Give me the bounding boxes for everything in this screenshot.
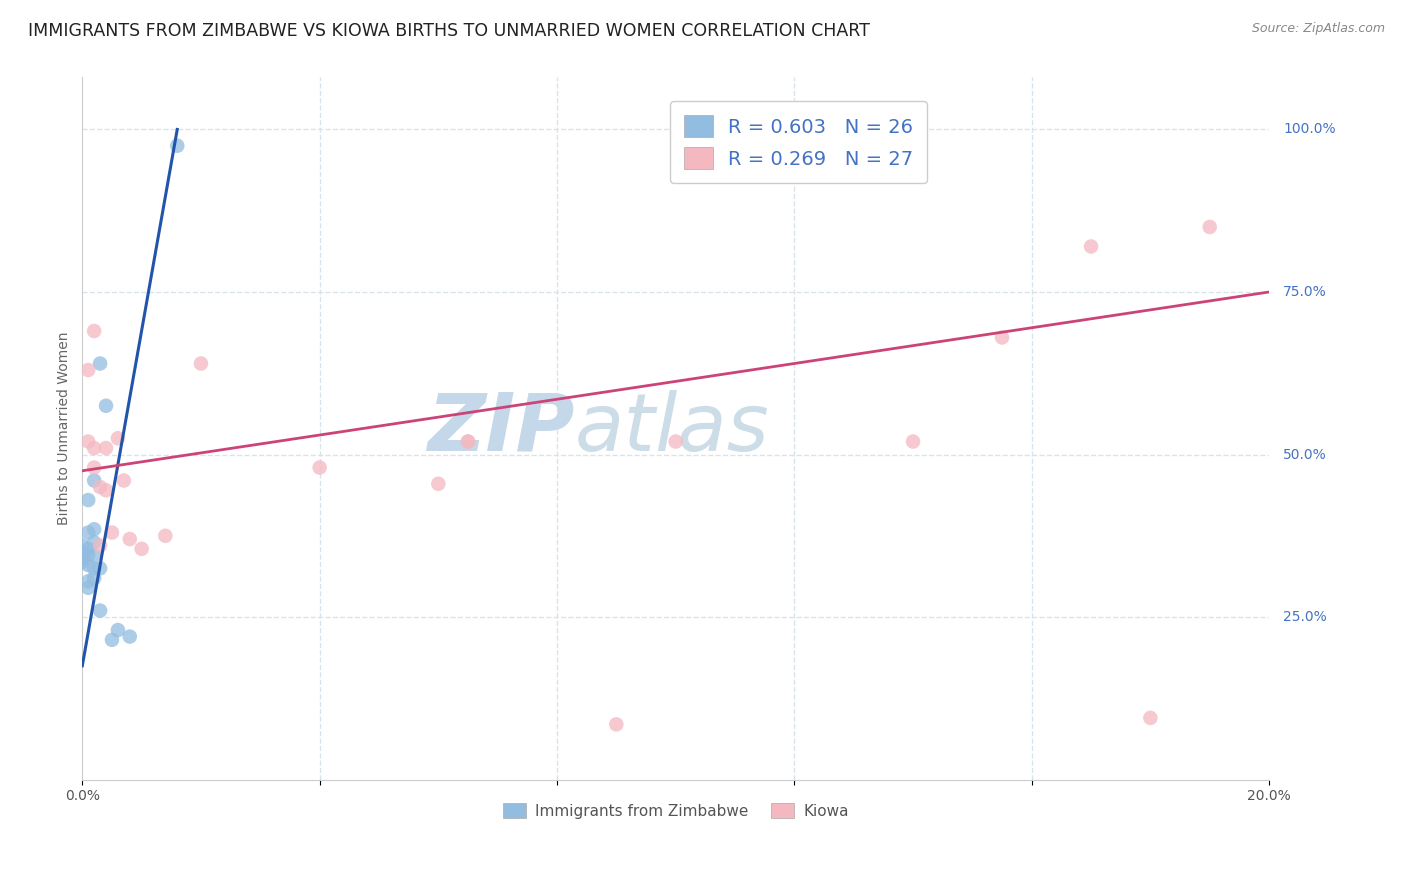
Point <box>77 549 100 563</box>
Point <box>991 330 1014 344</box>
Point <box>72 551 94 566</box>
Point <box>107 431 129 445</box>
Text: 100.0%: 100.0% <box>1284 122 1336 136</box>
Point <box>665 434 688 449</box>
Point <box>77 525 100 540</box>
Point <box>83 324 105 338</box>
Point <box>166 138 188 153</box>
Point <box>107 623 129 637</box>
Point <box>72 555 94 569</box>
Point <box>605 717 627 731</box>
Point <box>112 474 135 488</box>
Point <box>1198 219 1220 234</box>
Point <box>72 539 94 553</box>
Text: 25.0%: 25.0% <box>1284 610 1327 624</box>
Point <box>83 535 105 549</box>
Point <box>83 474 105 488</box>
Point <box>101 525 124 540</box>
Point <box>94 399 117 413</box>
Point <box>77 558 100 572</box>
Point <box>77 434 100 449</box>
Point <box>83 441 105 455</box>
Point <box>94 483 117 498</box>
Text: atlas: atlas <box>575 390 769 467</box>
Point <box>89 480 111 494</box>
Text: IMMIGRANTS FROM ZIMBABWE VS KIOWA BIRTHS TO UNMARRIED WOMEN CORRELATION CHART: IMMIGRANTS FROM ZIMBABWE VS KIOWA BIRTHS… <box>28 22 870 40</box>
Text: Source: ZipAtlas.com: Source: ZipAtlas.com <box>1251 22 1385 36</box>
Text: ZIP: ZIP <box>427 390 575 467</box>
Point <box>1080 239 1102 253</box>
Point <box>89 357 111 371</box>
Y-axis label: Births to Unmarried Women: Births to Unmarried Women <box>58 332 72 525</box>
Point <box>83 549 105 563</box>
Point <box>118 630 141 644</box>
Point <box>83 571 105 585</box>
Point <box>427 476 450 491</box>
Legend: Immigrants from Zimbabwe, Kiowa: Immigrants from Zimbabwe, Kiowa <box>496 797 855 824</box>
Point <box>308 460 330 475</box>
Point <box>77 581 100 595</box>
Point <box>94 441 117 455</box>
Point <box>77 493 100 508</box>
Point <box>457 434 479 449</box>
Point <box>155 529 177 543</box>
Point <box>83 460 105 475</box>
Point <box>1139 711 1161 725</box>
Point <box>190 357 212 371</box>
Point <box>83 561 105 575</box>
Point <box>77 541 100 556</box>
Point <box>131 541 153 556</box>
Point <box>457 434 479 449</box>
Point <box>89 561 111 575</box>
Point <box>72 545 94 559</box>
Text: 75.0%: 75.0% <box>1284 285 1327 299</box>
Point <box>118 532 141 546</box>
Point <box>72 549 94 563</box>
Point <box>101 632 124 647</box>
Point <box>901 434 924 449</box>
Point <box>77 574 100 589</box>
Point <box>89 603 111 617</box>
Point <box>77 363 100 377</box>
Point <box>83 522 105 536</box>
Point <box>89 539 111 553</box>
Text: 50.0%: 50.0% <box>1284 448 1327 461</box>
